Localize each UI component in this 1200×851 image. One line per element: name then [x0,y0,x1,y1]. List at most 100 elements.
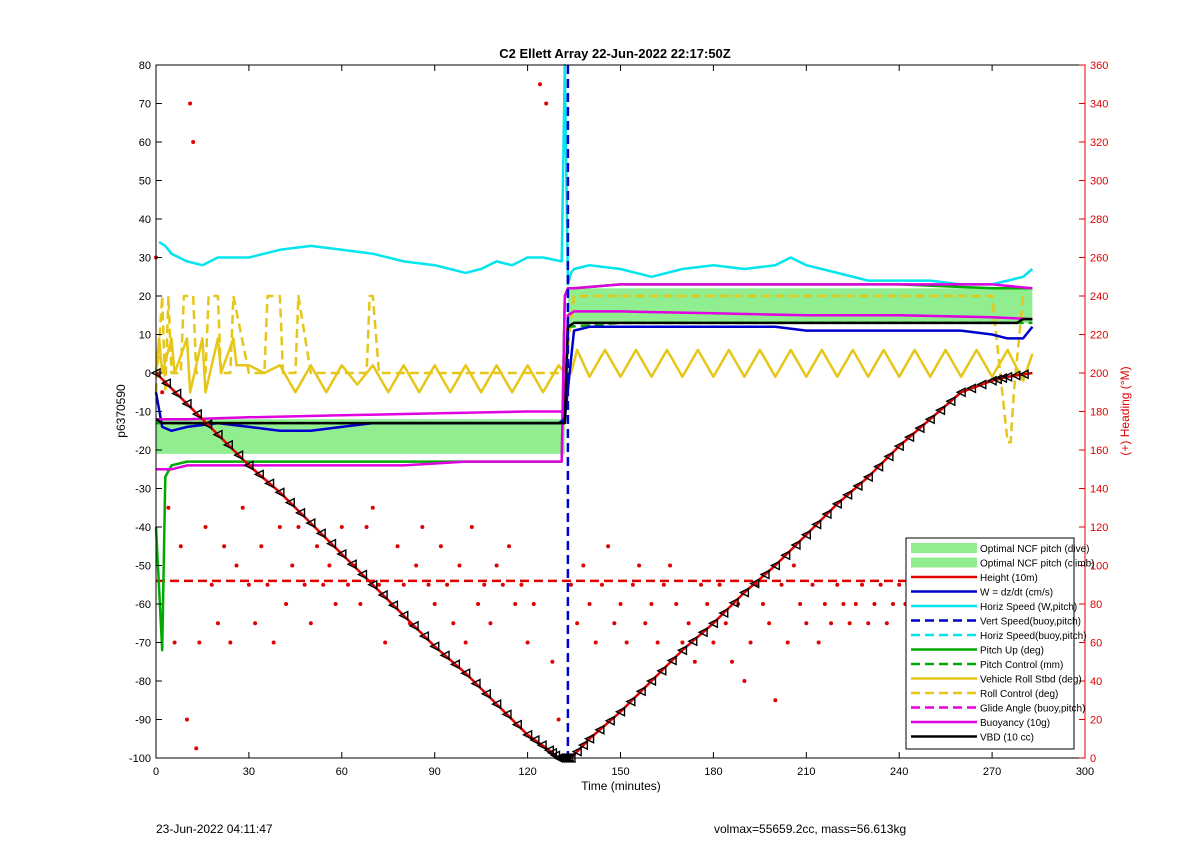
heading-point [215,621,220,626]
height-marker [418,630,430,642]
height-marker [1010,370,1021,381]
heading-point [296,525,301,529]
height-marker [377,589,388,601]
x-tick-label: 180 [704,766,722,778]
height-marker [212,429,223,440]
y-tick-label: -50 [135,561,151,573]
height-marker [536,740,547,751]
legend-item: Vert Speed(buoy,pitch) [911,617,1081,628]
series-line-roll-control-deg [154,294,1025,444]
y-tick-label: -10 [135,407,151,419]
heading-point [593,640,598,645]
y-tick-label: 70 [139,99,151,111]
heading-point [587,602,592,606]
heading-point [376,582,381,587]
heading-point [804,621,809,626]
heading-point [674,602,679,606]
heading-point [500,582,505,587]
heading-point [692,659,697,664]
height-marker [439,650,450,661]
series-line-glide-angle-buoy-pitch [156,283,1033,471]
height-marker [191,408,202,420]
heading-point [315,544,320,549]
heading-point [525,640,530,645]
heading-point [203,525,208,529]
heading-point [321,582,326,587]
y-tick-label: 30 [139,253,151,265]
height-marker [666,655,677,666]
series-w-dz-dt-cm-s [154,325,1034,433]
y-axis-left: -100-90-80-70-60-50-40-30-20-10010203040… [129,60,162,765]
y-tick-label: 80 [139,60,151,72]
heading-point [284,602,289,606]
y-tick-label: -40 [135,522,151,534]
height-marker [449,659,461,670]
height-marker [460,668,471,679]
heading-point [884,621,889,626]
y-axis-right: 0 20 40 60 80 100 120 140 160 180 200 220 240 260 280 3… [1079,60,1108,765]
heading-point [209,582,214,587]
y2-tick-label: 220 [1090,330,1108,342]
series-line-w-dz-dt-cm-s [154,325,1034,433]
height-marker [491,698,502,710]
heading-point [438,544,443,549]
y-tick-label: 10 [139,330,151,342]
heading-point [748,640,753,645]
series-glide-angle-buoy-pitch [156,283,1033,471]
x-tick-label: 30 [243,766,255,778]
heading-point [191,140,196,144]
heading-point [457,563,462,568]
heading-point [822,602,827,606]
height-marker [604,715,615,726]
height-marker [429,641,440,652]
legend-item: Pitch Control (mm) [911,660,1063,671]
heading-point [178,544,183,549]
heading-point [234,563,239,568]
series-pitch-up-deg [154,283,1033,652]
heading-point [835,582,840,587]
height-marker [769,560,781,571]
heading-point [556,717,561,722]
heading-point [897,582,902,587]
series-line-vbd-10-cc [155,317,1033,425]
height-marker [243,460,254,471]
legend-label: Horiz Speed (W,pitch) [980,602,1077,613]
x-tick-label: 210 [797,766,815,778]
height-marker [305,518,316,529]
y-tick-label: -20 [135,445,151,457]
heading-point [222,544,227,549]
heading-point [767,621,772,626]
legend-swatch [911,543,977,553]
heading-point [463,640,468,645]
x-tick-label: 120 [518,766,536,778]
legend-item: Optimal NCF pitch (dive) [911,543,1089,555]
height-marker [893,441,904,452]
height-marker [1002,371,1013,382]
x-tick-label: 300 [1076,766,1094,778]
height-marker [398,610,409,621]
heading-point [531,602,536,606]
heading-point [717,582,722,587]
height-marker [883,451,894,462]
height-marker [577,740,589,751]
heading-point [810,582,815,587]
y-tick-label: -30 [135,484,151,496]
height-marker [635,686,646,697]
heading-point [482,582,487,587]
heading-point [798,602,803,606]
heading-point [333,602,338,606]
y2-tick-label: 20 [1090,715,1102,727]
y-tick-label: 50 [139,176,151,188]
height-marker [831,498,842,510]
height-marker [842,489,853,501]
height-marker [872,461,884,472]
heading-point [364,525,369,529]
heading-point [779,582,784,587]
heading-point [519,582,524,587]
heading-point [507,544,512,549]
height-marker [336,548,347,560]
heading-point [395,544,400,549]
heading-point [649,602,654,606]
heading-point [680,640,685,645]
heading-point [878,582,883,587]
